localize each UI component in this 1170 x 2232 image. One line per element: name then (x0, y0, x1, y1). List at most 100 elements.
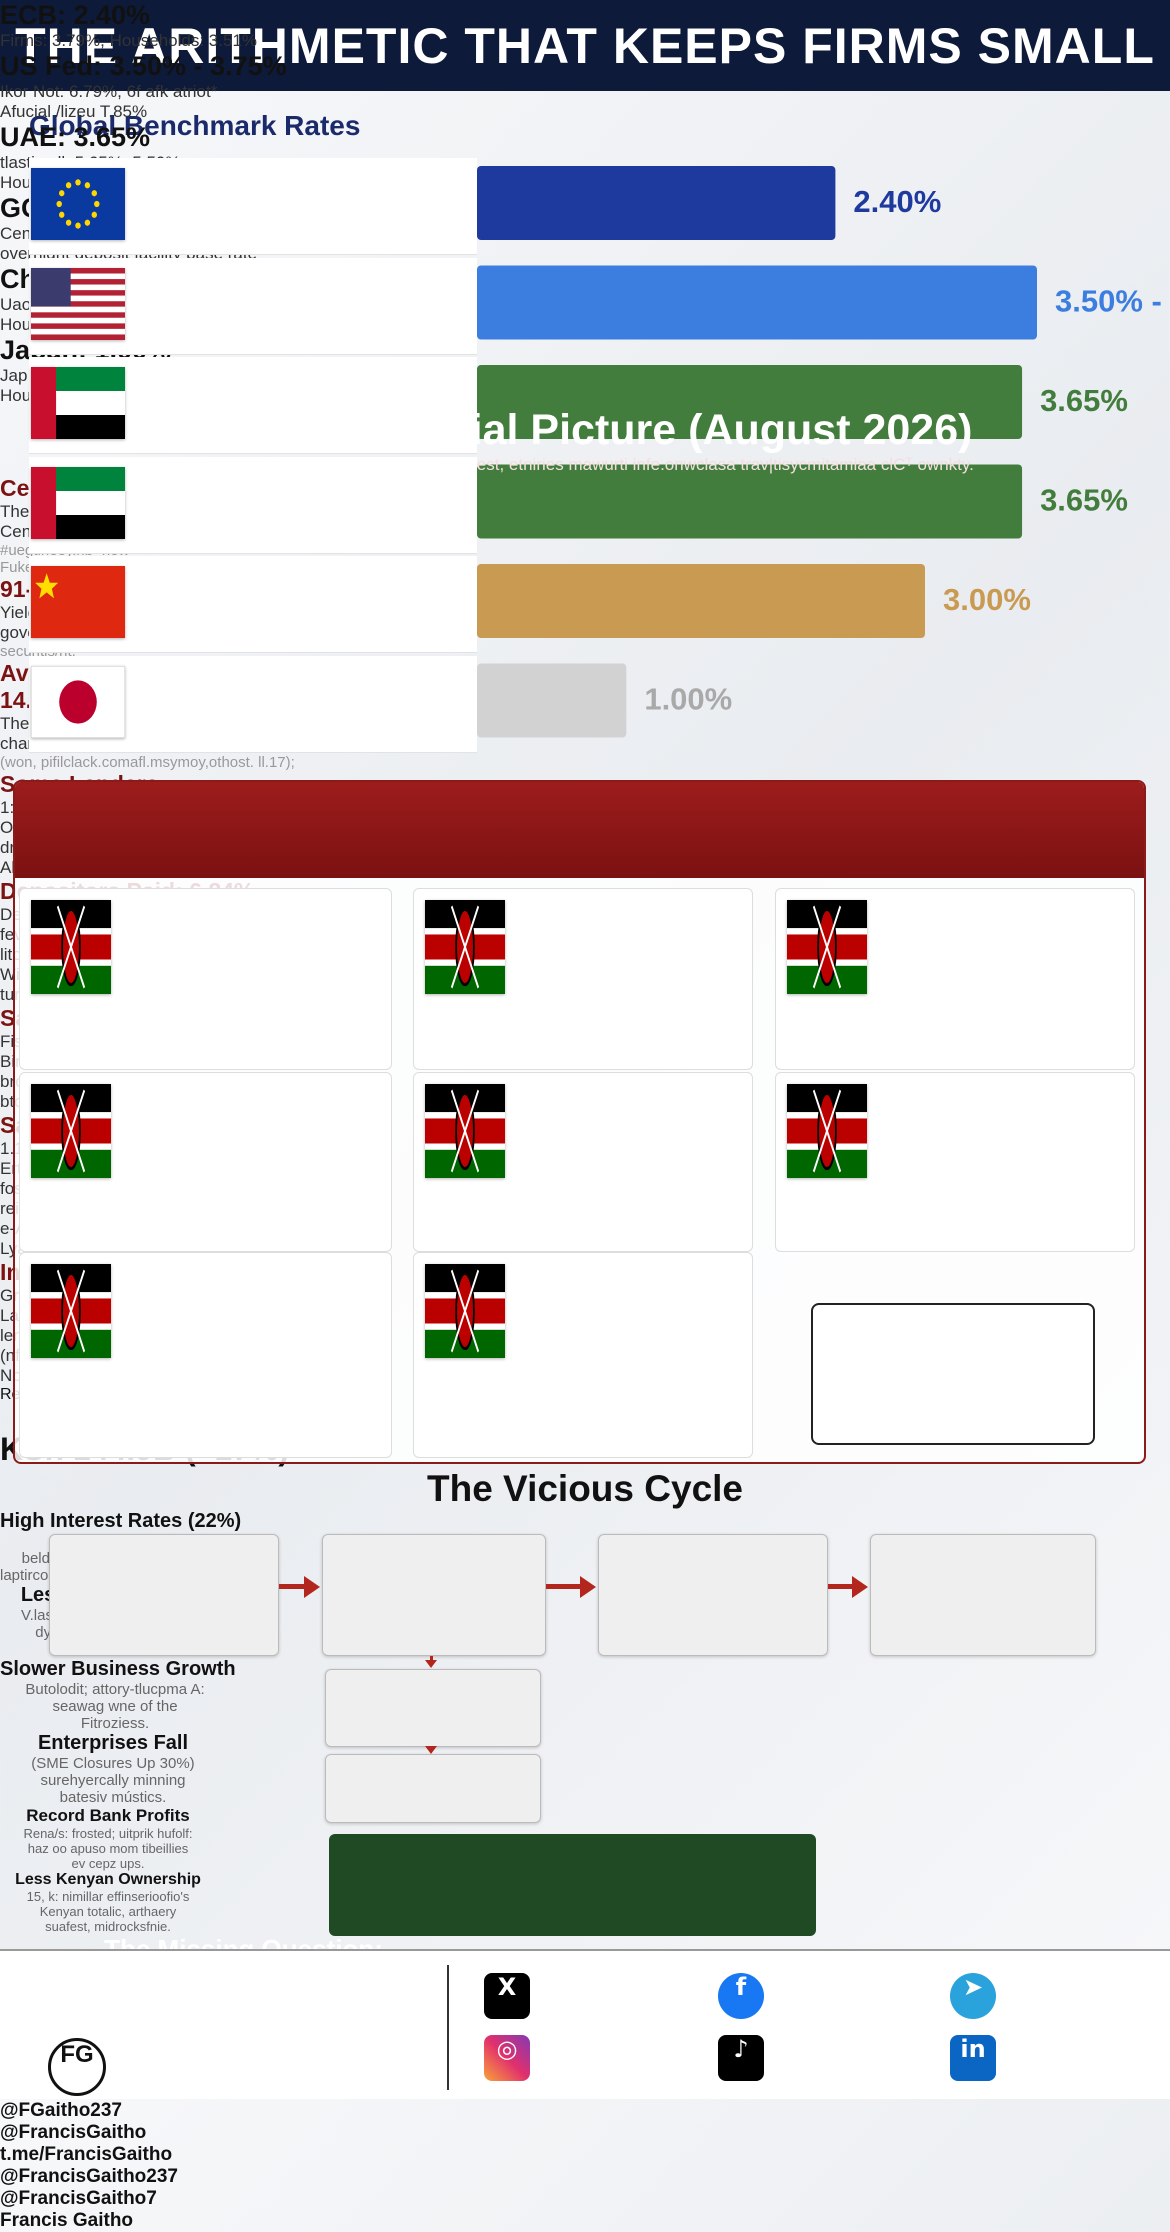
flag-star (91, 190, 97, 197)
flag-stripe (31, 284, 125, 290)
flag-stripe (31, 328, 125, 334)
flag-spear (450, 1269, 480, 1353)
header-title: THE ARITHMETIC THAT KEEPS FIRMS SMALL (0, 0, 1170, 91)
cycle-box-text: surehyercally minning (40, 1772, 186, 1789)
cycle-box-text: 15, k: nimillar effinserioofio's (26, 1889, 190, 1904)
social-handle[interactable]: t.me/FrancisGaitho (0, 2144, 173, 2165)
flag-star (65, 219, 72, 226)
cycle-box-text: haz oo apuso mom tibeillies (27, 1841, 189, 1856)
social-handle[interactable]: Francis Gaitho (0, 2210, 134, 2231)
cycle-box (325, 1754, 541, 1823)
arrow-head (304, 1576, 320, 1598)
flag (31, 466, 125, 539)
value-label: 1.00% (644, 682, 732, 717)
flag-canton (31, 267, 71, 306)
cycle-box (598, 1534, 828, 1656)
flag-spear (450, 1089, 480, 1173)
rate-detail: Firms: 3.79%, Households: 3.51% (0, 31, 258, 50)
cycle-box (870, 1534, 1096, 1656)
flag (31, 566, 125, 638)
bar (477, 564, 925, 638)
cycle-box-text: batesiv mústics. (59, 1789, 167, 1806)
cycle-box-title: Less Kenyan Ownership (15, 1871, 201, 1888)
social-handle[interactable]: @FGaitho237 (0, 2100, 122, 2121)
flag-stripe (31, 273, 125, 279)
flag-star (65, 182, 72, 189)
cycle-box-title: Enterprises Fall (37, 1732, 189, 1754)
flag-stripe (31, 306, 125, 312)
flag (31, 1264, 111, 1358)
flag (425, 1264, 505, 1358)
flag (31, 168, 125, 240)
flag (787, 900, 867, 994)
cycle-box-text: Butolodit; attory-tlucpma A: (25, 1681, 205, 1698)
flag-stripe (31, 333, 125, 340)
cycle-box-title: Slower Business Growth (0, 1658, 236, 1680)
flag-star (75, 222, 81, 229)
flag-field (31, 168, 125, 240)
flag (31, 900, 111, 994)
flag-disc (59, 679, 97, 724)
flag-field (31, 566, 125, 638)
cycle-box-text: (SME Closures Up 30%) (31, 1755, 195, 1772)
flag-spear (56, 1269, 86, 1353)
flag-stripe (31, 278, 125, 285)
flag-star (75, 179, 81, 186)
value-label: 3.50% - 3.75% (1055, 284, 1170, 319)
arrow-head (425, 1746, 437, 1754)
arrow-shaft (430, 1656, 433, 1662)
arrow-head (580, 1576, 596, 1598)
kenya-header (15, 782, 1144, 878)
cycle-box (49, 1534, 279, 1656)
flag-star (56, 200, 62, 208)
flag-star (91, 211, 97, 218)
rate-label: US Fed: 3.50% - 3.75% (0, 51, 287, 81)
cycle-box-text: seawag wne of the (52, 1698, 178, 1715)
flag-spear (450, 905, 480, 989)
flag-stripe (31, 322, 125, 329)
flag-star (59, 190, 65, 197)
flag (31, 665, 125, 738)
question-box (329, 1834, 816, 1936)
bar (477, 166, 836, 240)
social-handle[interactable]: @FrancisGaitho (0, 2122, 147, 2143)
flag-star (84, 219, 91, 226)
social-handle[interactable]: @FrancisGaitho237 (0, 2166, 178, 2187)
flag (31, 367, 125, 439)
social-handle[interactable]: @FrancisGaitho7 (0, 2188, 157, 2209)
cycle-title: The Vicious Cycle (427, 1468, 743, 1509)
rate-detail: Ikor Not: 6.79%, 6f afk atriot* (0, 82, 218, 101)
flag-star (84, 182, 91, 189)
arrow-head (852, 1576, 868, 1598)
bar (477, 365, 1023, 439)
cycle-box-text: Kenyan totalic, arthaery (39, 1904, 177, 1919)
arrow-shaft (546, 1584, 582, 1589)
flag-spear (56, 905, 86, 989)
flag-spear (812, 1089, 842, 1173)
flag-stripe (31, 300, 125, 307)
social-icon: ♪ (718, 2035, 764, 2081)
rate-label: ECB: 2.40% (0, 0, 151, 30)
profit-box (811, 1303, 1095, 1445)
chart-title: Global Benchmark Rates (29, 110, 361, 141)
flag-stripe (31, 317, 125, 323)
cycle-box-text: Rena/s: frosted; uitprik hufolf: (23, 1826, 193, 1841)
flag-star (35, 573, 59, 599)
value-label: 3.00% (943, 582, 1031, 617)
flag-spear (56, 1089, 86, 1173)
card-text: (won, pifilclack.comafl.msymoy,othost. l… (0, 754, 295, 771)
flag-spear (812, 905, 842, 989)
value-label: 3.65% (1040, 483, 1128, 518)
cycle-box-title: Record Bank Profits (26, 1806, 190, 1825)
social-icon: f (718, 1973, 764, 2019)
arrow-head (425, 1660, 437, 1668)
flag (787, 1084, 867, 1178)
flag (31, 1084, 111, 1178)
arrow-shaft (279, 1584, 306, 1589)
cycle-box-text: ev cepz ups. (71, 1856, 145, 1871)
cycle-box-text: suafest, midrocksfnie. (45, 1919, 171, 1934)
flag-stripe (31, 267, 125, 274)
bar (477, 464, 1023, 539)
footer-divider (447, 1965, 449, 2090)
